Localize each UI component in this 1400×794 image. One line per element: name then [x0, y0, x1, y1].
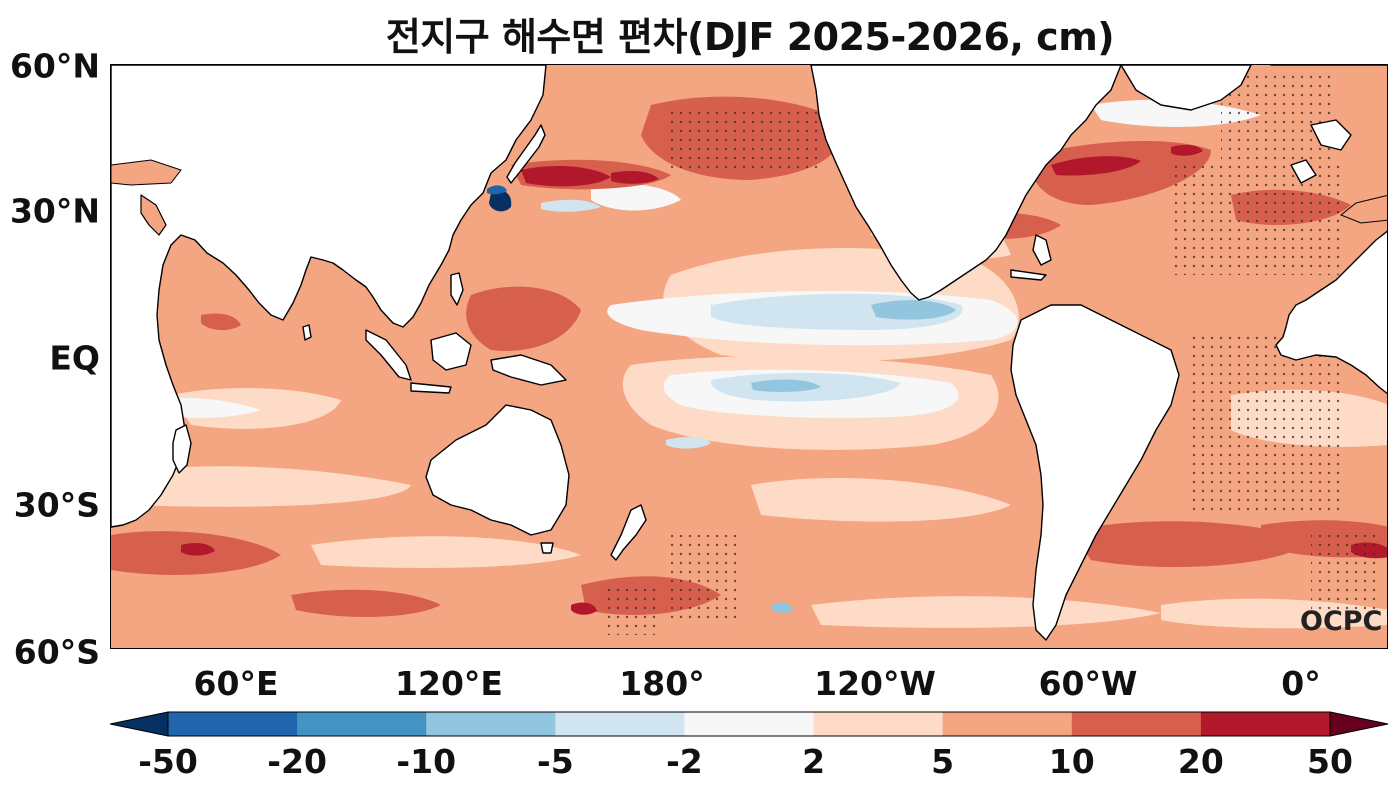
colorbar-bin — [684, 712, 815, 736]
land-new-guinea — [490, 354, 567, 386]
colorbar-bin — [168, 712, 298, 736]
land-japan — [506, 124, 546, 184]
inland-seas — [111, 159, 1387, 224]
land-new-zealand — [610, 504, 647, 561]
lat-label-30s: 30°S — [13, 485, 100, 525]
land-madagascar — [172, 424, 192, 474]
colorbar-bin — [1200, 712, 1331, 736]
colorbar — [110, 711, 1389, 737]
colorbar-bin — [426, 712, 556, 736]
colorbar-bin — [1071, 712, 1202, 736]
colorbar-tick-label: 20 — [1177, 742, 1224, 781]
lat-label-30n: 30°N — [9, 191, 100, 231]
land-north-america — [810, 65, 1122, 301]
colorbar-bin — [555, 712, 685, 736]
map-title: 전지구 해수면 편차(DJF 2025-2026, cm) — [385, 15, 1115, 59]
land-eurasia-africa — [111, 65, 547, 528]
lat-label-60n: 60°N — [9, 46, 100, 86]
lon-label-180: 180° — [619, 664, 705, 703]
land-europe-africa-east — [1270, 65, 1387, 395]
colorbar-tick-label: 5 — [931, 742, 955, 781]
colorbar-tick-label: 10 — [1048, 742, 1095, 781]
colorbar-tick-label: -20 — [267, 742, 327, 781]
land-masses — [111, 65, 1387, 641]
colorbar-tick-label: 2 — [802, 742, 826, 781]
colorbar-extend-high — [1329, 711, 1389, 737]
significance-stippling — [601, 70, 1381, 635]
land-south-america — [1010, 304, 1180, 641]
ocpc-watermark: OCPC — [1300, 606, 1383, 637]
land-australia — [425, 404, 570, 536]
colorbar-bin — [297, 712, 427, 736]
anomaly-extreme-regions — [487, 185, 512, 212]
lat-label-eq: EQ — [49, 338, 100, 378]
lat-label-60s: 60°S — [13, 632, 100, 672]
lon-label-60e: 60°E — [193, 664, 279, 703]
colorbar-bin — [813, 712, 944, 736]
lon-label-120e: 120°E — [395, 664, 503, 703]
colorbar-tick-label: -5 — [536, 742, 574, 781]
lon-label-120w: 120°W — [814, 664, 936, 703]
colorbar-tick-label: -10 — [396, 742, 457, 781]
lon-label-0: 0° — [1281, 664, 1321, 703]
map-canvas — [111, 65, 1387, 648]
colorbar-extend-low — [110, 711, 169, 737]
colorbar-tick-label: -2 — [666, 742, 703, 781]
colorbar-bin — [942, 712, 1073, 736]
colorbar-tick-label: -50 — [138, 742, 198, 781]
colorbar-tick-label: 50 — [1307, 742, 1353, 781]
sea-level-anomaly-map — [110, 64, 1388, 649]
land-borneo — [430, 332, 472, 371]
anomaly-negative-mid-regions — [751, 300, 956, 613]
lon-label-60w: 60°W — [1038, 664, 1138, 703]
